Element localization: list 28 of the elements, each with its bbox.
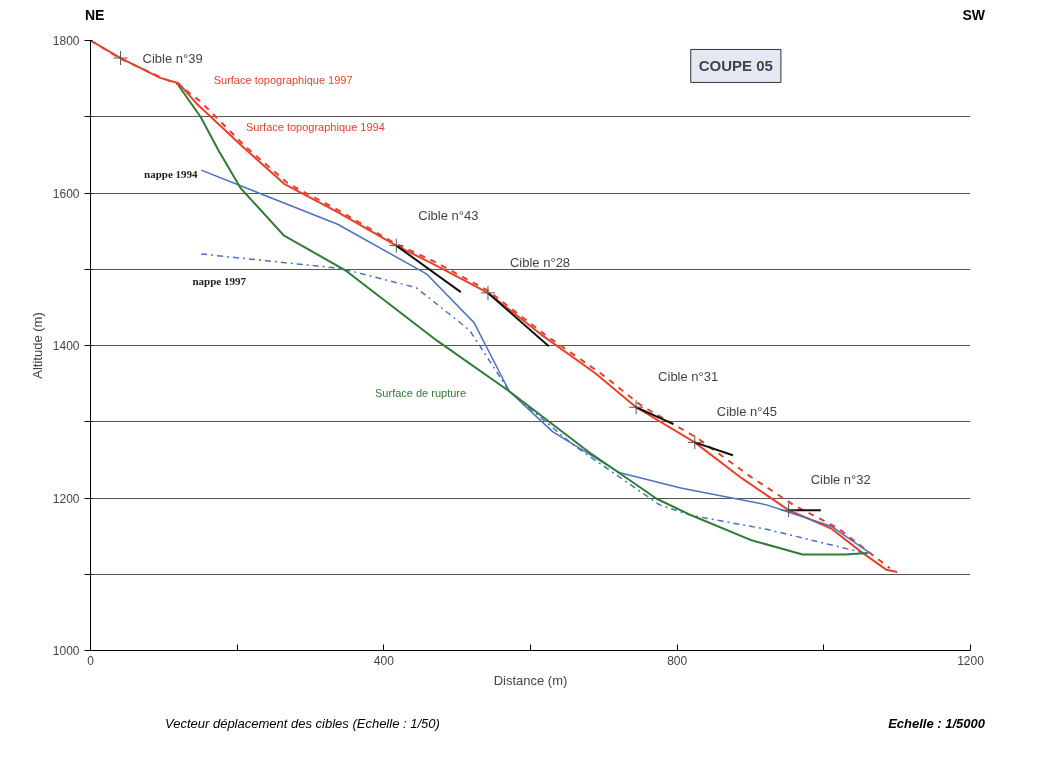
text: SW [962,6,985,25]
series-label: Surface de rupture [375,386,467,399]
text: Vecteur déplacement des cibles (Echelle : 1/50) [165,715,440,733]
x-tick-label: 800 [667,653,688,668]
annotation: Cible n°45 [716,404,777,420]
y-tick-label: 1200 [52,491,80,506]
x-axis-title: Distance (m) [493,672,568,688]
text: COUPE 05 [698,57,773,75]
y-tick-label: 1400 [52,339,80,353]
x-tick-label: 1200 [957,653,985,668]
y-tick-label: 1000 [52,644,80,658]
annotation: Cible n°32 [810,472,871,488]
text: Echelle : 1/5000 [888,715,985,733]
annotation: Cible n°31 [658,369,719,385]
series-label: nappe 1994 [144,168,199,181]
series-label: Surface topographique 1994 [245,121,385,134]
annotation: Cible n°28 [509,254,571,270]
y-axis-title: Altitude (m) [29,312,45,379]
y-tick-label: 1600 [52,186,80,201]
series-label: Surface topographique 1997 [213,74,353,87]
line-series [177,84,869,556]
text: NE [85,6,105,25]
y-tick-label: 1800 [52,34,80,48]
annotation: Cible n°39 [142,50,203,66]
x-tick-label: 400 [373,653,395,668]
series-label: nappe 1997 [192,275,247,288]
x-tick-label: 0 [87,653,95,668]
annotation: Cible n°43 [418,207,479,223]
